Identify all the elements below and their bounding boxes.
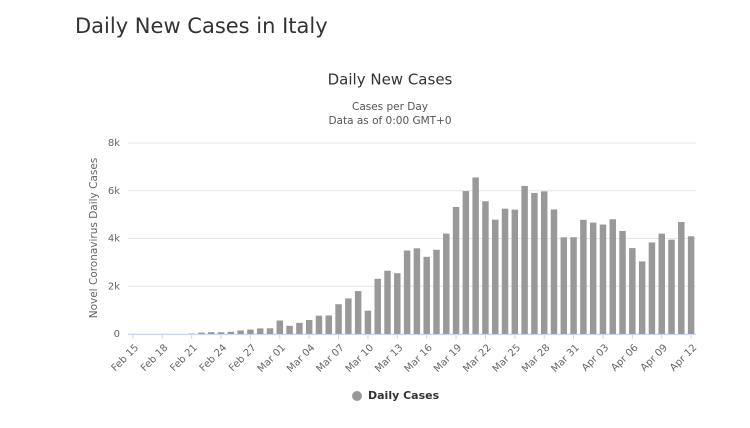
x-tick-label: Feb 24 [198, 342, 230, 374]
y-tick-label: 2k [108, 281, 120, 292]
y-tick-label: 8k [108, 138, 120, 149]
bar [521, 186, 527, 334]
bar [286, 326, 292, 334]
bar [345, 298, 351, 334]
bar [580, 220, 586, 334]
bar [306, 320, 312, 334]
bar [228, 332, 234, 334]
y-axis-label: Novel Coronavirus Daily Cases [88, 158, 100, 319]
bar [423, 257, 429, 334]
x-tick-label: Feb 27 [227, 342, 259, 374]
bar [463, 191, 469, 334]
bar [531, 193, 537, 334]
x-tick-label: Feb 18 [139, 342, 171, 374]
legend-label: Daily Cases [368, 389, 440, 402]
x-tick-label: Apr 06 [609, 342, 640, 373]
x-tick-label: Mar 10 [344, 342, 376, 374]
bar [218, 332, 224, 334]
x-tick-label: Feb 21 [168, 342, 200, 374]
y-tick-label: 0 [114, 329, 120, 340]
bar [247, 330, 253, 334]
bar [590, 223, 596, 334]
bar [502, 209, 508, 334]
bar [433, 250, 439, 334]
chart-subtitle: Cases per Day [352, 101, 428, 113]
x-tick-label: Mar 22 [461, 342, 493, 374]
chart-title: Daily New Cases [328, 71, 453, 89]
bar [208, 332, 214, 334]
bar [394, 273, 400, 334]
bar [316, 316, 322, 334]
page-title: Daily New Cases in Italy [75, 14, 328, 38]
bar [277, 320, 283, 334]
bar [335, 304, 341, 334]
bar [688, 236, 694, 334]
x-tick-label: Mar 16 [403, 342, 435, 374]
bar [257, 328, 263, 334]
bar [551, 209, 557, 334]
x-tick-label: Feb 15 [110, 342, 142, 374]
bar [658, 234, 664, 334]
bar [355, 291, 361, 334]
x-tick-label: Mar 04 [285, 342, 317, 374]
bar [619, 231, 625, 334]
bar [296, 323, 302, 334]
bar [561, 237, 567, 334]
bar [629, 248, 635, 334]
y-tick-label: 4k [108, 234, 120, 245]
bar [649, 242, 655, 334]
bar [453, 207, 459, 334]
x-tick-label: Mar 19 [432, 342, 464, 374]
bar [541, 191, 547, 334]
bar [570, 237, 576, 334]
bar [492, 220, 498, 334]
chart-subtitle: Data as of 0:00 GMT+0 [328, 115, 451, 127]
x-tick-label: Apr 09 [639, 342, 670, 373]
bar [365, 311, 371, 334]
bar [384, 271, 390, 334]
x-tick-label: Mar 07 [314, 342, 346, 374]
bar [414, 248, 420, 334]
x-tick-label: Apr 03 [580, 342, 611, 373]
x-tick-label: Mar 13 [373, 342, 405, 374]
bar [512, 210, 518, 334]
bar [198, 333, 204, 334]
bar [678, 222, 684, 334]
bar [267, 328, 273, 334]
x-tick-label: Mar 28 [520, 342, 552, 374]
bar [472, 177, 478, 334]
bar [668, 240, 674, 334]
bar [610, 219, 616, 334]
bar [404, 251, 410, 334]
bar [482, 201, 488, 334]
bar [237, 330, 243, 334]
bar [600, 225, 606, 334]
x-tick-label: Apr 12 [668, 342, 699, 373]
x-tick-label: Mar 25 [491, 342, 523, 374]
bar [639, 261, 645, 334]
bar [326, 315, 332, 334]
y-tick-label: 6k [108, 186, 120, 197]
bar [443, 234, 449, 334]
x-tick-label: Mar 31 [549, 342, 581, 374]
bar [374, 279, 380, 334]
legend-marker [352, 391, 362, 401]
x-tick-label: Mar 01 [256, 342, 288, 374]
